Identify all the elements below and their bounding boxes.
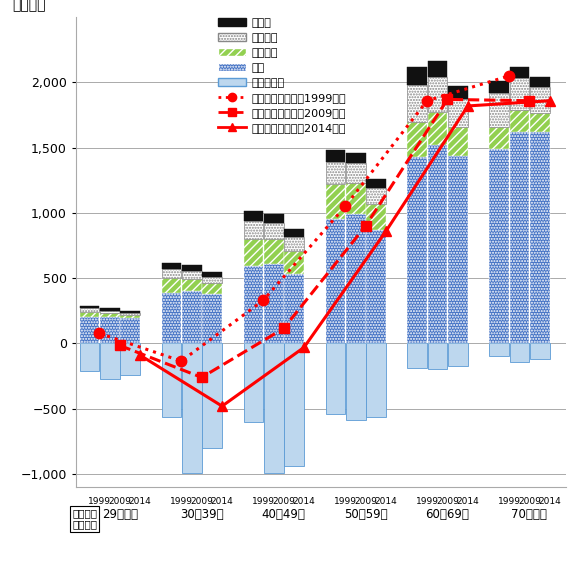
Bar — [530, 113, 550, 132]
Bar — [510, 343, 529, 362]
Bar — [161, 278, 181, 293]
Bar — [100, 308, 120, 311]
Bar — [161, 343, 181, 417]
Bar — [161, 269, 181, 278]
Bar — [428, 61, 448, 77]
Bar — [285, 237, 304, 252]
Bar — [346, 152, 366, 163]
Bar — [408, 85, 427, 121]
Bar — [80, 312, 99, 317]
Bar — [285, 229, 304, 237]
Bar — [182, 265, 202, 271]
Bar — [325, 343, 345, 414]
Bar — [244, 211, 263, 221]
Bar — [244, 221, 263, 239]
Bar — [530, 343, 550, 359]
Bar — [202, 343, 222, 448]
Bar — [325, 219, 345, 343]
Bar — [489, 93, 509, 127]
Bar — [408, 343, 427, 368]
Bar — [325, 150, 345, 162]
Bar — [182, 279, 202, 291]
Bar — [408, 157, 427, 343]
Bar — [100, 343, 120, 379]
Bar — [182, 343, 202, 473]
Bar — [530, 132, 550, 343]
Bar — [428, 77, 448, 112]
Bar — [510, 78, 529, 110]
Bar — [428, 145, 448, 343]
Bar — [510, 110, 529, 132]
Bar — [530, 87, 550, 113]
Bar — [489, 343, 509, 356]
Bar — [100, 311, 120, 313]
Bar — [202, 272, 222, 277]
Bar — [285, 252, 304, 274]
Bar — [264, 223, 283, 239]
Bar — [366, 343, 386, 417]
Bar — [244, 266, 263, 343]
Bar — [346, 163, 366, 183]
Bar — [202, 294, 222, 343]
Bar — [346, 214, 366, 343]
Bar — [366, 188, 386, 204]
Bar — [428, 112, 448, 145]
Bar — [264, 239, 283, 264]
Text: 70歳以上: 70歳以上 — [511, 508, 547, 521]
Bar — [80, 308, 99, 312]
Bar — [346, 183, 366, 214]
Bar — [366, 179, 386, 188]
Bar — [408, 121, 427, 157]
Text: （世帯主
の年齢）: （世帯主 の年齢） — [72, 508, 97, 529]
Bar — [408, 67, 427, 85]
Bar — [100, 313, 120, 317]
Bar — [346, 343, 366, 421]
Bar — [80, 306, 99, 308]
Bar — [530, 77, 550, 87]
Bar — [448, 100, 468, 127]
Bar — [202, 277, 222, 284]
Bar — [121, 343, 140, 375]
Text: 60〜69歳: 60〜69歳 — [426, 508, 469, 521]
Bar — [489, 149, 509, 343]
Bar — [264, 343, 283, 473]
Bar — [80, 317, 99, 343]
Bar — [366, 230, 386, 343]
Bar — [244, 239, 263, 266]
Bar — [285, 343, 304, 466]
Bar — [182, 291, 202, 343]
Bar — [161, 263, 181, 269]
Bar — [448, 155, 468, 343]
Legend: その他, 有価証券, 生命保険, 預金, 負債現在高, ネット金融資産（1999年）, ネット金融資産（2009年）, ネット金融資産（2014年）: その他, 有価証券, 生命保険, 預金, 負債現在高, ネット金融資産（1999… — [213, 13, 350, 138]
Bar — [510, 132, 529, 343]
Bar — [121, 313, 140, 315]
Bar — [325, 185, 345, 219]
Bar — [244, 343, 263, 422]
Bar — [182, 271, 202, 279]
Bar — [325, 162, 345, 185]
Bar — [510, 67, 529, 78]
Bar — [121, 318, 140, 343]
Text: 29歳以下: 29歳以下 — [102, 508, 138, 521]
Bar — [489, 127, 509, 149]
Bar — [489, 81, 509, 93]
Bar — [202, 284, 222, 294]
Bar — [366, 204, 386, 230]
Bar — [121, 315, 140, 318]
Bar — [428, 343, 448, 369]
Bar — [264, 264, 283, 343]
Bar — [448, 127, 468, 155]
Text: （万円）: （万円） — [12, 0, 45, 13]
Bar — [100, 317, 120, 343]
Text: 30〜39歳: 30〜39歳 — [180, 508, 223, 521]
Bar — [285, 274, 304, 343]
Bar — [161, 293, 181, 343]
Bar — [121, 311, 140, 313]
Bar — [264, 214, 283, 223]
Text: 50〜59歳: 50〜59歳 — [344, 508, 387, 521]
Bar — [80, 343, 99, 371]
Text: 40〜49歳: 40〜49歳 — [262, 508, 305, 521]
Bar — [448, 86, 468, 100]
Bar — [448, 343, 468, 366]
